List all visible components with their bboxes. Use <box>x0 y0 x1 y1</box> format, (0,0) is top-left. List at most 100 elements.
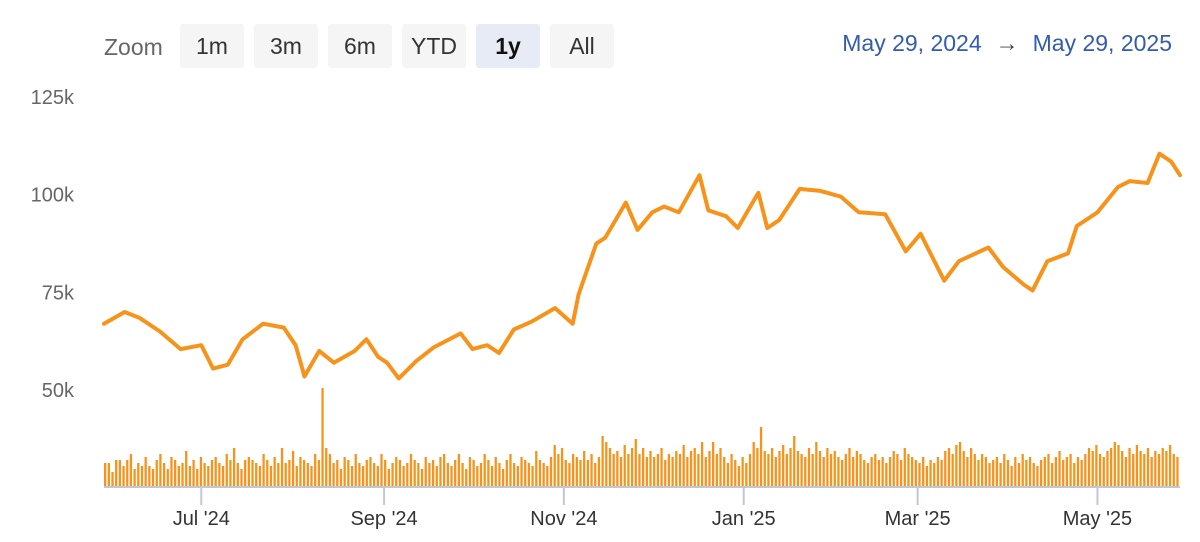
volume-bar <box>601 436 604 487</box>
volume-bar <box>542 463 545 487</box>
volume-bar <box>148 466 151 487</box>
volume-bar <box>929 460 932 487</box>
volume-bar <box>174 460 177 487</box>
volume-bar <box>269 466 273 487</box>
volume-bar <box>535 451 538 487</box>
volume-bar <box>457 454 461 487</box>
volume-bar <box>877 460 881 487</box>
zoom-label: Zoom <box>104 34 163 60</box>
volume-bar <box>406 463 409 487</box>
volume-bar <box>144 457 147 487</box>
volume-bar <box>266 460 269 487</box>
volume-bar <box>126 460 129 487</box>
volume-bar <box>630 448 634 487</box>
x-tick-label: May '25 <box>1063 508 1132 530</box>
volume-bar <box>494 457 497 487</box>
volume-bar <box>664 460 667 487</box>
volume-bar <box>623 445 626 487</box>
volume-bar <box>339 469 343 487</box>
volume-bar <box>133 469 136 487</box>
volume-bar <box>505 460 508 487</box>
volume-bar <box>151 469 155 487</box>
volume-bar <box>347 460 350 487</box>
zoom-button-1y[interactable]: 1y <box>476 24 540 68</box>
volume-bar <box>1154 451 1157 487</box>
volume-bar <box>767 454 770 487</box>
volume-bar <box>185 451 188 487</box>
zoom-button-6m[interactable]: 6m <box>328 24 392 68</box>
volume-bar <box>634 439 637 487</box>
volume-bar <box>358 463 361 487</box>
volume-bar <box>280 448 284 487</box>
volume-bar <box>465 469 468 487</box>
volume-bar <box>918 463 921 487</box>
volume-bar <box>763 451 766 487</box>
volume-bar <box>597 457 601 487</box>
volume-bar <box>590 454 593 487</box>
volume-bar <box>1080 460 1083 487</box>
volume-bar <box>995 457 999 487</box>
volume-bar <box>1135 445 1139 487</box>
zoom-button-ytd[interactable]: YTD <box>402 24 466 68</box>
volume-bar <box>708 451 711 487</box>
volume-bar <box>1014 457 1017 487</box>
volume-bar <box>969 448 973 487</box>
volume-bar <box>594 463 597 487</box>
zoom-button-all[interactable]: All <box>550 24 614 68</box>
volume-bar <box>992 460 995 487</box>
volume-bar <box>796 451 800 487</box>
volume-bar <box>395 457 398 487</box>
volume-bar <box>1176 457 1179 487</box>
volume-bar <box>660 448 663 487</box>
y-axis: 50k 75k 100k 125k <box>31 87 75 402</box>
volume-bar <box>852 457 855 487</box>
volume-bar <box>524 460 527 487</box>
volume-bar <box>944 451 947 487</box>
volume-bar <box>837 457 840 487</box>
volume-bar <box>800 454 803 487</box>
volume-bar <box>1069 454 1072 487</box>
volume-bar <box>199 457 203 487</box>
volume-bar <box>1124 457 1128 487</box>
volume-bar <box>955 445 958 487</box>
volume-bar <box>461 463 464 487</box>
volume-bar <box>675 451 678 487</box>
volume-bar <box>863 460 866 487</box>
volume-bar <box>155 460 158 487</box>
volume-bar <box>468 457 472 487</box>
volume-bar <box>575 457 578 487</box>
volume-bar <box>435 466 438 487</box>
volume-bar <box>653 457 656 487</box>
volume-bar <box>936 457 940 487</box>
volume-bar <box>236 463 239 487</box>
volume-bar <box>273 457 276 487</box>
zoom-button-3m[interactable]: 3m <box>254 24 318 68</box>
volume-bar <box>520 457 523 487</box>
range-to[interactable]: May 29, 2025 <box>1032 30 1172 56</box>
zoom-button-1m[interactable]: 1m <box>180 24 244 68</box>
volume-bar <box>387 469 391 487</box>
volume-bar <box>1043 457 1046 487</box>
volume-bar <box>232 448 236 487</box>
volume-bar <box>443 454 446 487</box>
volume-bar <box>1028 457 1032 487</box>
volume-bar <box>196 469 199 487</box>
volume-bar <box>1132 454 1135 487</box>
volume-bar <box>807 448 811 487</box>
volume-bar <box>1054 457 1057 487</box>
volume-bars <box>104 388 1179 487</box>
volume-bar <box>1076 457 1080 487</box>
volume-bar <box>911 457 914 487</box>
range-from[interactable]: May 29, 2024 <box>842 30 982 56</box>
volume-bar <box>638 454 641 487</box>
volume-bar <box>115 460 118 487</box>
volume-bar <box>778 451 781 487</box>
volume-bar <box>218 463 221 487</box>
volume-bar <box>1039 460 1043 487</box>
volume-bar <box>350 466 354 487</box>
volume-bar <box>369 457 372 487</box>
volume-bar <box>317 460 321 487</box>
volume-bar <box>107 463 110 487</box>
volume-bar <box>454 460 457 487</box>
